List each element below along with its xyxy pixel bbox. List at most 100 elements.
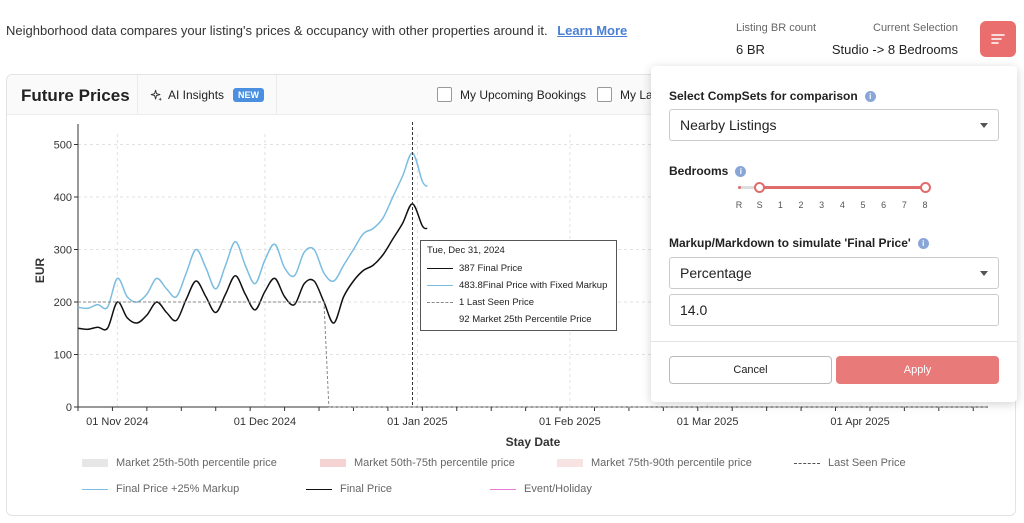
legend-item[interactable]: Market 50th-75th percentile price [320, 457, 515, 469]
tooltip-swatch [427, 302, 453, 303]
new-badge: NEW [233, 88, 265, 102]
slider-min-handle[interactable] [754, 182, 766, 193]
slider-tick-label: 8 [922, 200, 928, 210]
current-selection-value: Studio -> 8 Bedrooms [831, 42, 958, 57]
intro-text: Neighborhood data compares your listing'… [6, 23, 627, 38]
compset-select[interactable]: Nearby Listings [669, 109, 999, 141]
checkbox-partial[interactable]: My La [597, 87, 653, 102]
listing-br-count: Listing BR count 6 BR [736, 22, 816, 57]
x-tick-label: 01 Nov 2024 [86, 416, 148, 428]
legend-swatch [794, 462, 820, 464]
checkbox-label: My Upcoming Bookings [460, 87, 587, 102]
bedrooms-range-slider[interactable]: R S 1 2 3 4 5 6 7 8 [735, 182, 931, 212]
legend-item[interactable]: Market 75th-90th percentile price [557, 457, 752, 469]
legend-item[interactable]: Last Seen Price [794, 457, 906, 469]
tooltip-row: 387 Final Price [427, 260, 610, 277]
slider-step[interactable] [737, 186, 741, 189]
compset-panel: Select CompSets for comparison i Nearby … [651, 66, 1017, 402]
tooltip-text: 483.8Final Price with Fixed Markup [459, 280, 608, 291]
bedrooms-label: Bedrooms i [669, 164, 747, 178]
markup-type-select[interactable]: Percentage [669, 257, 999, 289]
slider-max-handle[interactable] [919, 182, 931, 193]
x-axis-label: Stay Date [506, 435, 561, 449]
markup-value-input[interactable]: 14.0 [669, 294, 999, 326]
legend-item[interactable]: Event/Holiday [490, 483, 592, 495]
compset-value: Nearby Listings [680, 117, 777, 133]
learn-more-link[interactable]: Learn More [557, 23, 628, 38]
legend-swatch [82, 459, 108, 467]
tooltip-text: 92 Market 25th Percentile Price [459, 314, 592, 325]
y-axis-label: EUR [33, 258, 47, 284]
ai-tab-label: AI Insights [168, 88, 225, 102]
markup-label: Markup/Markdown to simulate 'Final Price… [669, 236, 929, 250]
series-line-1 [77, 203, 428, 331]
filter-lines-icon [991, 34, 1005, 44]
chevron-down-icon [980, 122, 988, 128]
chevron-down-icon [980, 270, 988, 276]
compset-label-text: Select CompSets for comparison [669, 89, 858, 103]
slider-tick-label: S [756, 200, 763, 210]
info-icon[interactable]: i [917, 237, 929, 249]
card-title: Future Prices [21, 86, 130, 105]
info-icon[interactable]: i [735, 165, 747, 177]
markup-type-value: Percentage [680, 265, 752, 281]
slider-tick-label: 6 [881, 200, 887, 210]
tooltip-row: 483.8Final Price with Fixed Markup [427, 277, 610, 294]
tooltip-swatch [427, 285, 453, 286]
apply-button[interactable]: Apply [836, 356, 999, 384]
legend-label: Event/Holiday [524, 483, 592, 495]
tab-ai-insights[interactable]: AI Insights NEW [137, 75, 278, 115]
listing-br-label: Listing BR count [736, 22, 817, 34]
slider-tick-label: R [735, 200, 743, 210]
legend-label: Market 25th-50th percentile price [116, 457, 277, 469]
tooltip-date: Tue, Dec 31, 2024 [427, 245, 505, 256]
legend-swatch [490, 488, 516, 490]
legend-item[interactable]: Final Price [306, 483, 392, 495]
panel-divider [651, 341, 1017, 342]
slider-tick-label: 3 [819, 200, 825, 210]
y-tick-label: 400 [54, 192, 72, 204]
checkbox-box[interactable] [597, 87, 612, 102]
chart-tooltip: Tue, Dec 31, 2024 387 Final Price 483.8Fi… [420, 240, 617, 331]
checkbox-upcoming-bookings[interactable]: My Upcoming Bookings [437, 87, 586, 102]
checkbox-box[interactable] [437, 87, 452, 102]
legend-swatch [82, 488, 108, 490]
description: Neighborhood data compares your listing'… [6, 23, 548, 38]
tooltip-text: 387 Final Price [459, 263, 523, 274]
bedrooms-label-text: Bedrooms [669, 164, 729, 178]
current-selection: Current Selection Studio -> 8 Bedrooms [832, 22, 958, 57]
tooltip-swatch [427, 319, 453, 320]
checkbox-label: My La [620, 87, 653, 102]
current-selection-label: Current Selection [873, 22, 958, 34]
slider-tick-label: 1 [777, 200, 783, 210]
slider-tick-label: 2 [798, 200, 804, 210]
filter-menu-button[interactable] [980, 21, 1016, 57]
y-tick-label: 100 [54, 350, 72, 362]
x-tick-label: 01 Apr 2025 [830, 416, 889, 428]
slider-tick-label: 5 [860, 200, 866, 210]
y-tick-label: 200 [54, 297, 72, 309]
slider-active-range[interactable] [759, 186, 925, 189]
legend-label: Market 50th-75th percentile price [354, 457, 515, 469]
legend-label: Final Price +25% Markup [116, 483, 240, 495]
legend-label: Final Price [340, 483, 392, 495]
x-tick-label: 01 Dec 2024 [234, 416, 296, 428]
tooltip-row: 1 Last Seen Price [427, 294, 610, 311]
y-tick-label: 0 [66, 402, 72, 414]
series-line-0 [77, 152, 428, 310]
legend-item[interactable]: Market 25th-50th percentile price [82, 457, 277, 469]
legend-swatch [320, 459, 346, 467]
x-tick-label: 01 Feb 2025 [539, 416, 601, 428]
info-icon[interactable]: i [864, 90, 876, 102]
legend-label: Last Seen Price [828, 457, 906, 469]
top-bar: Neighborhood data compares your listing'… [0, 0, 1024, 68]
listing-br-value: 6 BR [736, 42, 765, 57]
tooltip-swatch [427, 268, 453, 269]
cancel-button[interactable]: Cancel [669, 356, 832, 384]
legend-swatch [306, 488, 332, 490]
compset-label: Select CompSets for comparison i [669, 89, 876, 103]
slider-tick-label: 7 [901, 200, 907, 210]
x-tick-label: 01 Mar 2025 [677, 416, 739, 428]
sparkle-icon [150, 89, 163, 101]
legend-item[interactable]: Final Price +25% Markup [82, 483, 239, 495]
